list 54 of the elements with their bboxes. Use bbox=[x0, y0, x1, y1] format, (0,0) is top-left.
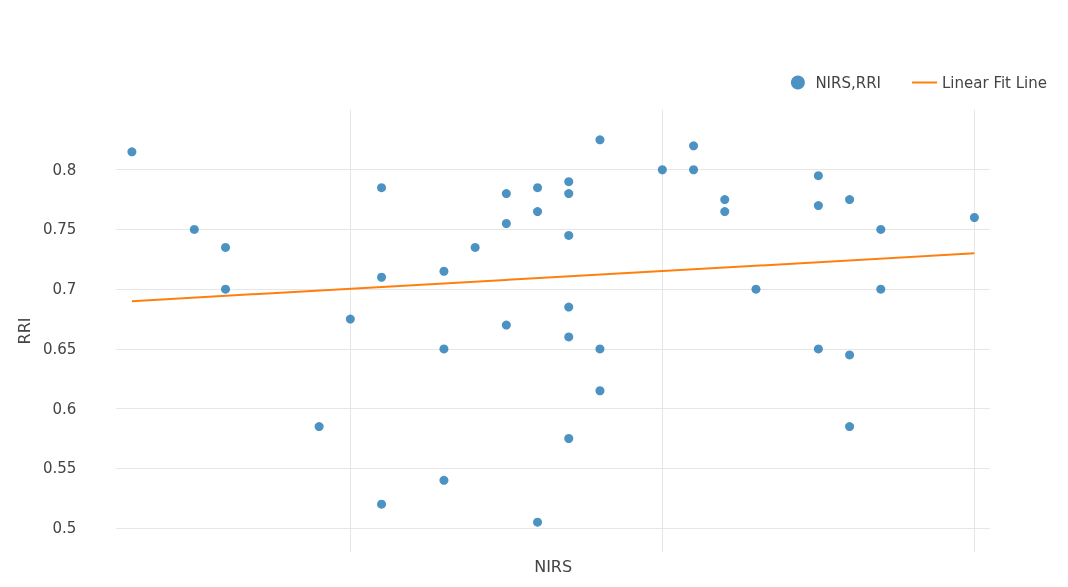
point bbox=[501, 320, 511, 330]
point bbox=[221, 242, 231, 252]
point bbox=[501, 189, 511, 199]
point bbox=[564, 177, 574, 187]
point bbox=[876, 284, 886, 294]
point bbox=[501, 218, 511, 228]
point bbox=[533, 183, 543, 193]
point bbox=[689, 165, 699, 175]
point bbox=[439, 344, 449, 354]
point bbox=[564, 332, 574, 342]
point bbox=[564, 230, 574, 240]
point bbox=[845, 195, 855, 205]
point bbox=[813, 171, 823, 181]
y-tick-label: 0.65 bbox=[42, 339, 77, 358]
point bbox=[689, 141, 699, 151]
point bbox=[377, 272, 387, 282]
point bbox=[564, 302, 574, 312]
point bbox=[720, 207, 730, 217]
point bbox=[720, 195, 730, 205]
point bbox=[876, 224, 886, 234]
point bbox=[845, 422, 855, 432]
y-tick-label: 0.8 bbox=[52, 160, 77, 179]
legend-label: NIRS,RRI bbox=[815, 73, 881, 92]
y-tick-label: 0.6 bbox=[52, 399, 77, 418]
point bbox=[595, 344, 605, 354]
point bbox=[657, 165, 667, 175]
point bbox=[533, 517, 543, 527]
point bbox=[969, 213, 979, 223]
legend-label: Linear Fit Line bbox=[942, 73, 1047, 92]
point bbox=[439, 475, 449, 485]
point bbox=[845, 350, 855, 360]
point bbox=[127, 147, 137, 157]
point bbox=[470, 242, 480, 252]
point bbox=[595, 135, 605, 145]
point bbox=[564, 189, 574, 199]
point bbox=[345, 314, 355, 324]
point bbox=[813, 344, 823, 354]
y-tick-label: 0.75 bbox=[42, 220, 77, 239]
y-tick-label: 0.5 bbox=[52, 519, 77, 538]
point bbox=[813, 201, 823, 211]
point bbox=[221, 284, 231, 294]
point bbox=[533, 207, 543, 217]
point bbox=[377, 183, 387, 193]
point bbox=[314, 422, 324, 432]
point bbox=[595, 386, 605, 396]
y-axis-title: RRI bbox=[14, 317, 34, 345]
point bbox=[189, 224, 199, 234]
y-tick-label: 0.7 bbox=[52, 280, 77, 299]
point bbox=[439, 266, 449, 276]
x-axis-title: NIRS bbox=[534, 556, 573, 576]
y-tick-label: 0.55 bbox=[42, 459, 77, 478]
point bbox=[751, 284, 761, 294]
point bbox=[564, 434, 574, 444]
point bbox=[377, 499, 387, 509]
